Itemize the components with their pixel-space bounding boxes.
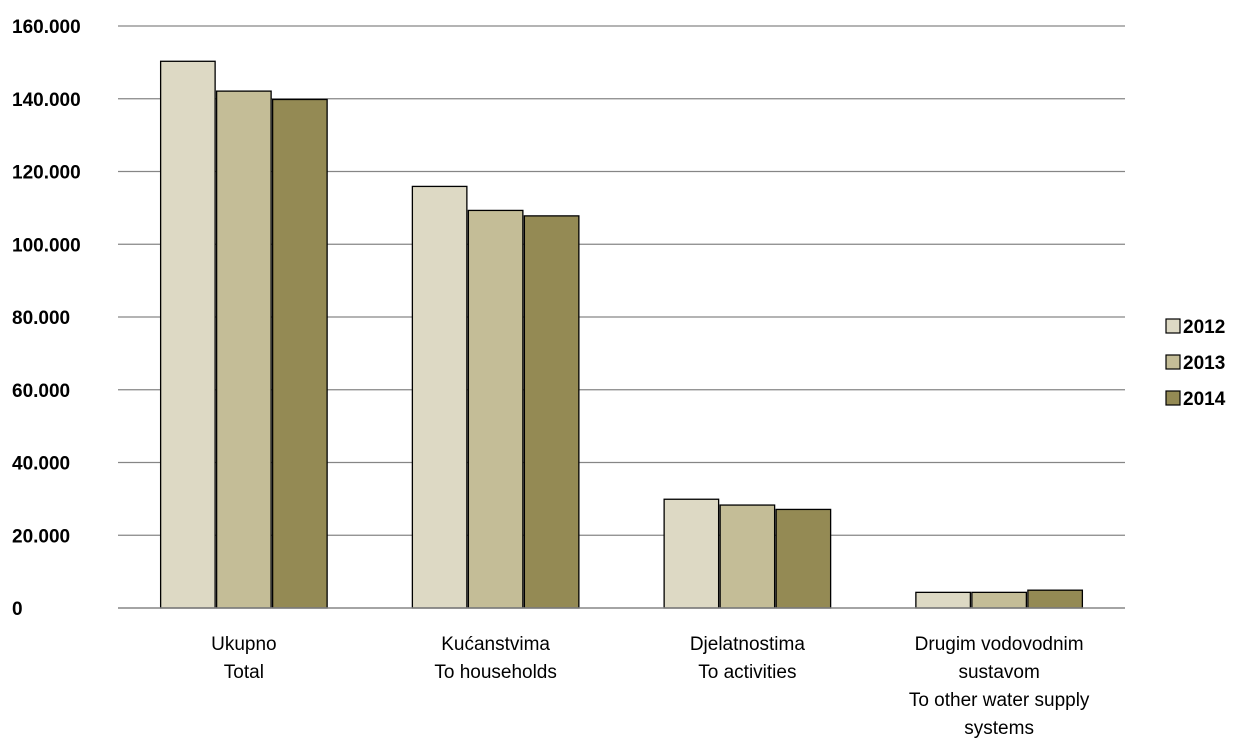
x-tick-label: Ukupno Total: [211, 634, 277, 683]
bar: [663, 498, 720, 609]
bar: [971, 591, 1028, 609]
legend-swatch: [1165, 354, 1181, 370]
legend-label: 2013: [1183, 353, 1225, 374]
bar: [775, 508, 832, 609]
bar: [719, 504, 776, 609]
legend-label: 2014: [1183, 389, 1226, 410]
bar: [411, 185, 468, 609]
y-tick-label: 60.000: [12, 381, 70, 402]
x-tick-label: Djelatnostima To activities: [690, 634, 806, 683]
bar: [467, 209, 524, 609]
y-tick-label: 80.000: [12, 308, 70, 329]
y-tick-label: 0: [12, 599, 23, 620]
legend: 2012 2013 2014: [1165, 317, 1226, 410]
x-tick-label: Kućanstvima To households: [434, 634, 557, 683]
y-tick-label: 160.000: [12, 17, 81, 38]
legend-swatch: [1165, 318, 1181, 334]
bar: [523, 215, 580, 609]
y-tick-label: 40.000: [12, 454, 70, 475]
bar: [215, 90, 272, 609]
bar: [159, 60, 216, 609]
y-axis-tick-labels: 0 20.000 40.000 60.000 80.000 100.000 120.000 1…: [12, 17, 81, 620]
y-tick-label: 20.000: [12, 526, 70, 547]
bars: [159, 60, 1084, 609]
legend-swatch: [1165, 390, 1181, 406]
x-tick-label: Drugim vodovodnim sustavom To other water …: [909, 634, 1090, 739]
bar: [1027, 589, 1084, 609]
bar: [271, 98, 328, 609]
y-tick-label: 120.000: [12, 163, 81, 184]
y-tick-label: 140.000: [12, 90, 81, 111]
y-tick-label: 100.000: [12, 235, 81, 256]
x-axis-tick-labels: Ukupno Total Kućanstvima To households Djela…: [211, 634, 1090, 739]
bar: [915, 591, 972, 609]
legend-label: 2012: [1183, 317, 1225, 338]
